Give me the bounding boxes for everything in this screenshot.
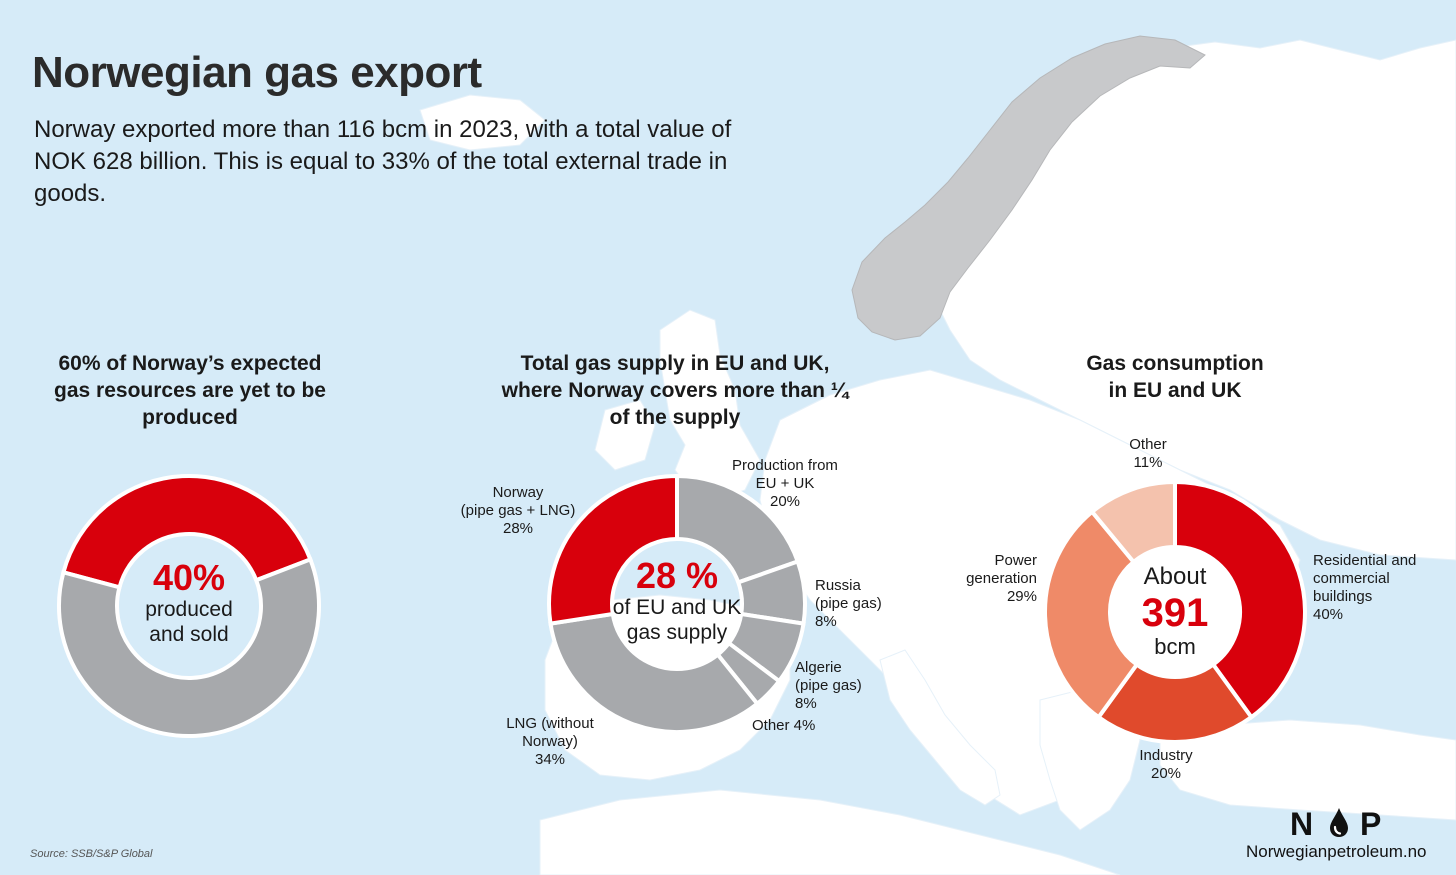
land-north-africa: [539, 789, 1121, 875]
chart3-slice-3: [1043, 509, 1140, 720]
chart3-donut: Residential and commercial buildings 40% Ind…: [966, 436, 1416, 782]
chart2-title: Total gas supply in EU and UK, where Nor…: [501, 352, 849, 429]
chart2-center-value: 28 %: [636, 555, 718, 596]
chart3-title: Gas consumption in EU and UK: [1086, 352, 1264, 402]
chart2-slice-6: [547, 473, 679, 626]
page-subtitle: Norway exported more than 116 bcm in 202…: [34, 116, 732, 207]
oil-drop-icon: [1330, 808, 1348, 837]
chart1-center-line2: and sold: [149, 623, 228, 646]
chart2-slice-6-label: Norway (pipe gas + LNG) 28%: [461, 484, 576, 537]
land-ireland: [594, 399, 656, 471]
chart2-center-line2: gas supply: [627, 621, 728, 644]
chart2-center-line1: of EU and UK: [613, 596, 741, 619]
website-link[interactable]: Norwegianpetroleum.no: [1246, 842, 1427, 861]
chart3-slice-4-label: Other 11%: [1129, 436, 1167, 471]
chart3-center-value: 391: [1142, 591, 1209, 635]
land-turkey: [1159, 719, 1456, 821]
chart2-slice-2-label: Russia (pipe gas) 8%: [815, 577, 882, 630]
logo-letter-n: N: [1290, 806, 1314, 842]
chart2-slice-1: [675, 473, 801, 585]
chart2-slice-5-label: LNG (without Norway) 34%: [506, 715, 594, 768]
page-title: Norwegian gas export: [32, 48, 482, 97]
logo-letter-p: P: [1360, 806, 1382, 842]
source-note: Source: SSB/S&P Global: [30, 848, 153, 860]
chart2-donut: Production from EU + UK 20% Russia (pipe gas…: [461, 457, 882, 768]
chart1-slice-1: [60, 474, 313, 590]
chart3-slice-1: [1173, 479, 1307, 720]
chart3-slice-1-label: Residential and commercial buildings 40%: [1313, 552, 1416, 623]
land-iceland: [419, 94, 546, 151]
chart3-slice-2-label: Industry 20%: [1139, 747, 1193, 782]
chart3-slice-2: [1095, 661, 1255, 744]
chart1-title: 60% of Norway’s expected gas resources a…: [54, 352, 326, 429]
chart1-slice-2: [57, 556, 321, 738]
chart1-center-line1: produced: [145, 598, 233, 621]
nop-logo: N P: [1270, 806, 1420, 842]
chart2-slice-5: [548, 611, 761, 734]
chart2-slice-1-label: Production from EU + UK 20%: [732, 457, 838, 510]
chart2-slice-3-label: Algerie (pipe gas) 8%: [795, 659, 862, 712]
land-norway: [851, 35, 1206, 341]
chart3-center-line1: About: [1144, 563, 1207, 590]
chart1-center-value: 40%: [153, 557, 225, 598]
land-italy: [879, 649, 1001, 806]
chart3-slice-3-label: Power generation 29%: [966, 552, 1037, 605]
chart2-slice-4-label: Other 4%: [752, 717, 815, 734]
chart3-slice-4: [1089, 479, 1177, 565]
chart3-center-line2: bcm: [1154, 634, 1196, 659]
